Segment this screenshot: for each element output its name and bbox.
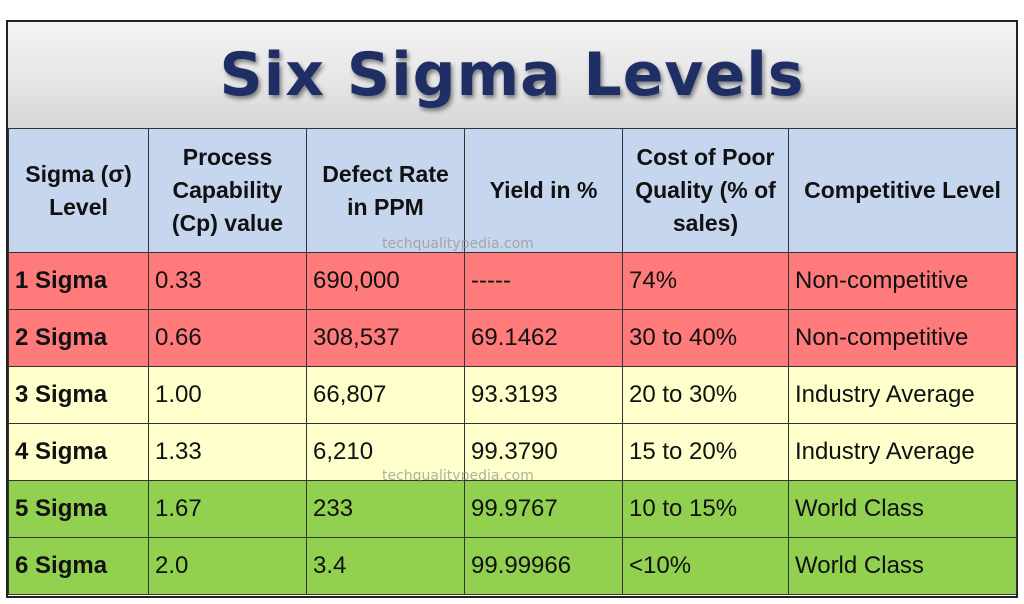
cell-defect-rate: 66,807 bbox=[306, 366, 465, 424]
header-competitive-level: Competitive Level bbox=[788, 128, 1017, 253]
page-title: Six Sigma Levels bbox=[219, 40, 805, 110]
cell-competitive-level: Industry Average bbox=[788, 423, 1017, 481]
header-defect-rate: Defect Rate in PPM bbox=[306, 128, 465, 253]
cell-yield: 99.99966 bbox=[464, 537, 623, 595]
cell-competitive-level: Non-competitive bbox=[788, 309, 1017, 367]
cell-competitive-level: World Class bbox=[788, 537, 1017, 595]
cell-cp-value: 1.67 bbox=[148, 480, 307, 538]
cell-competitive-level: World Class bbox=[788, 480, 1017, 538]
cell-defect-rate: 233 bbox=[306, 480, 465, 538]
six-sigma-levels-table: Sigma (σ) Level Process Capability (Cp) … bbox=[8, 128, 1017, 595]
cell-competitive-level: Non-competitive bbox=[788, 252, 1017, 310]
cell-yield: 99.3790 bbox=[464, 423, 623, 481]
title-bar: Six Sigma Levels bbox=[8, 22, 1016, 130]
header-cost-of-poor-quality: Cost of Poor Quality (% of sales) bbox=[622, 128, 789, 253]
table-row: 3 Sigma 1.00 66,807 93.3193 20 to 30% In… bbox=[8, 366, 1017, 424]
cell-cp-value: 1.33 bbox=[148, 423, 307, 481]
cell-cost-of-poor-quality: <10% bbox=[622, 537, 789, 595]
cell-competitive-level: Industry Average bbox=[788, 366, 1017, 424]
cell-defect-rate: 308,537 bbox=[306, 309, 465, 367]
table-row: 6 Sigma 2.0 3.4 99.99966 <10% World Clas… bbox=[8, 537, 1017, 595]
cell-cp-value: 0.66 bbox=[148, 309, 307, 367]
cell-cost-of-poor-quality: 30 to 40% bbox=[622, 309, 789, 367]
cell-cost-of-poor-quality: 10 to 15% bbox=[622, 480, 789, 538]
cell-yield: 69.1462 bbox=[464, 309, 623, 367]
cell-sigma-level: 6 Sigma bbox=[8, 537, 149, 595]
cell-sigma-level: 3 Sigma bbox=[8, 366, 149, 424]
cell-sigma-level: 4 Sigma bbox=[8, 423, 149, 481]
cell-defect-rate: 3.4 bbox=[306, 537, 465, 595]
table-row: 2 Sigma 0.66 308,537 69.1462 30 to 40% N… bbox=[8, 309, 1017, 367]
cell-yield: ----- bbox=[464, 252, 623, 310]
header-process-capability: Process Capability (Cp) value bbox=[148, 128, 307, 253]
cell-cost-of-poor-quality: 74% bbox=[622, 252, 789, 310]
cell-cost-of-poor-quality: 15 to 20% bbox=[622, 423, 789, 481]
cell-cost-of-poor-quality: 20 to 30% bbox=[622, 366, 789, 424]
header-yield: Yield in % bbox=[464, 128, 623, 253]
header-sigma-level: Sigma (σ) Level bbox=[8, 128, 149, 253]
table-row: 4 Sigma 1.33 6,210 99.3790 15 to 20% Ind… bbox=[8, 423, 1017, 481]
cell-sigma-level: 1 Sigma bbox=[8, 252, 149, 310]
table-row: 1 Sigma 0.33 690,000 ----- 74% Non-compe… bbox=[8, 252, 1017, 310]
table-header-row: Sigma (σ) Level Process Capability (Cp) … bbox=[8, 128, 1017, 253]
cell-defect-rate: 690,000 bbox=[306, 252, 465, 310]
cell-sigma-level: 2 Sigma bbox=[8, 309, 149, 367]
cell-yield: 93.3193 bbox=[464, 366, 623, 424]
six-sigma-table-frame: Six Sigma Levels Sigma (σ) Level Process… bbox=[6, 20, 1018, 598]
cell-cp-value: 1.00 bbox=[148, 366, 307, 424]
cell-yield: 99.9767 bbox=[464, 480, 623, 538]
table-row: 5 Sigma 1.67 233 99.9767 10 to 15% World… bbox=[8, 480, 1017, 538]
cell-sigma-level: 5 Sigma bbox=[8, 480, 149, 538]
cell-cp-value: 0.33 bbox=[148, 252, 307, 310]
cell-cp-value: 2.0 bbox=[148, 537, 307, 595]
cell-defect-rate: 6,210 bbox=[306, 423, 465, 481]
